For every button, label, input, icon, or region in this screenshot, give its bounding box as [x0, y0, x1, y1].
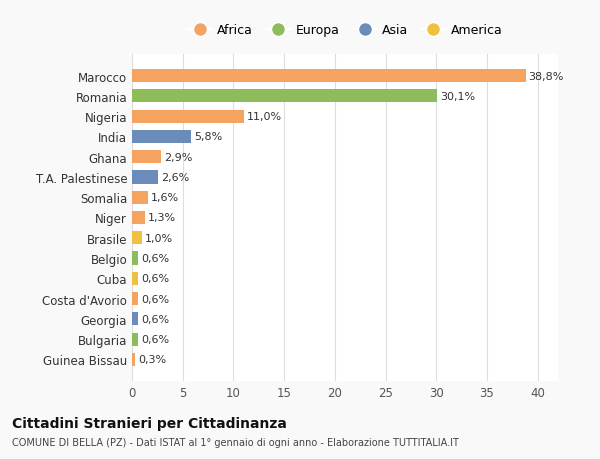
Text: 0,6%: 0,6% — [141, 314, 169, 324]
Bar — [132, 130, 191, 144]
Bar — [132, 292, 138, 306]
Bar — [132, 110, 244, 123]
Text: 0,3%: 0,3% — [138, 355, 166, 364]
Bar — [132, 151, 161, 164]
Text: 2,6%: 2,6% — [161, 173, 190, 183]
Text: 0,6%: 0,6% — [141, 334, 169, 344]
Bar — [132, 90, 437, 103]
Bar — [132, 171, 158, 184]
Text: 30,1%: 30,1% — [440, 92, 475, 102]
Text: Cittadini Stranieri per Cittadinanza: Cittadini Stranieri per Cittadinanza — [12, 416, 287, 430]
Text: 0,6%: 0,6% — [141, 274, 169, 284]
Legend: Africa, Europa, Asia, America: Africa, Europa, Asia, America — [182, 19, 508, 42]
Text: 1,0%: 1,0% — [145, 233, 173, 243]
Bar — [132, 212, 145, 224]
Text: COMUNE DI BELLA (PZ) - Dati ISTAT al 1° gennaio di ogni anno - Elaborazione TUTT: COMUNE DI BELLA (PZ) - Dati ISTAT al 1° … — [12, 437, 459, 447]
Text: 0,6%: 0,6% — [141, 253, 169, 263]
Text: 11,0%: 11,0% — [247, 112, 282, 122]
Text: 1,6%: 1,6% — [151, 193, 179, 203]
Text: 1,3%: 1,3% — [148, 213, 176, 223]
Text: 5,8%: 5,8% — [194, 132, 222, 142]
Bar — [132, 252, 138, 265]
Bar — [132, 70, 526, 83]
Text: 38,8%: 38,8% — [529, 72, 564, 81]
Bar — [132, 313, 138, 326]
Bar — [132, 353, 135, 366]
Text: 0,6%: 0,6% — [141, 294, 169, 304]
Bar — [132, 272, 138, 285]
Bar — [132, 191, 148, 204]
Bar — [132, 333, 138, 346]
Text: 2,9%: 2,9% — [164, 152, 193, 162]
Bar — [132, 232, 142, 245]
